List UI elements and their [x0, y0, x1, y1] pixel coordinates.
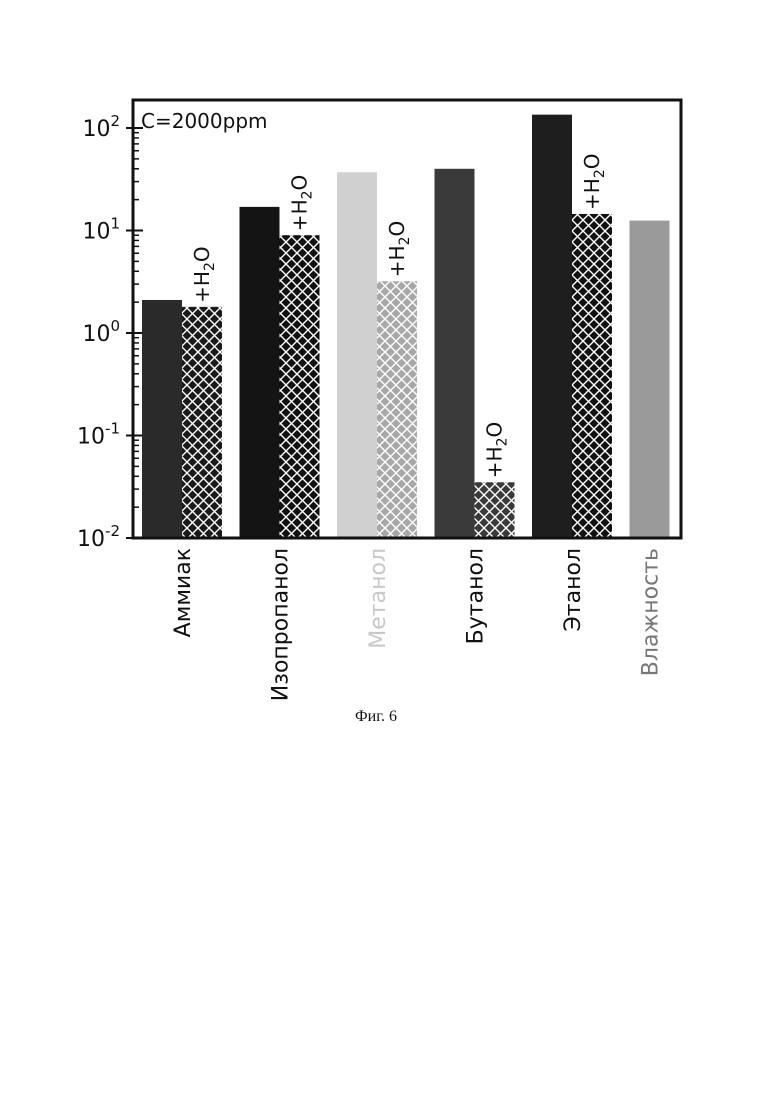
x-axis: Аммиак Изопропанол Метанол Бутанол Этанол Вла… — [171, 548, 664, 701]
bar-dry — [435, 169, 475, 538]
x-category-label: Влажность — [639, 548, 664, 676]
h2o-label: +H2O — [580, 153, 608, 209]
h2o-label: +H2O — [288, 175, 316, 231]
bar-dry — [630, 221, 670, 538]
h2o-label: +H2O — [385, 221, 413, 277]
figure-caption: Фиг. 6 — [0, 708, 752, 726]
bar-hatch — [377, 281, 417, 538]
bar-chart: 102 101 100 10-1 10-2 +H2O +H2O +H2O +H2O +H2O А… — [0, 0, 780, 720]
x-category-label: Бутанол — [464, 548, 489, 644]
y-tick-label: 102 — [82, 112, 120, 142]
x-category-label: Изопропанол — [269, 548, 294, 701]
concentration-annotation: C=2000ppm — [141, 109, 268, 133]
bar-hatch — [182, 307, 222, 538]
x-category-label: Этанол — [561, 548, 586, 632]
y-tick-label: 10-2 — [77, 522, 120, 552]
y-tick-label: 100 — [82, 317, 120, 347]
x-category-label: Метанол — [366, 548, 391, 649]
bar-dry — [337, 172, 377, 538]
bar-hatch — [572, 214, 612, 538]
bar-dry — [240, 207, 280, 538]
y-tick-label: 10-1 — [77, 420, 120, 450]
y-tick-label: 101 — [82, 215, 120, 245]
x-category-label: Аммиак — [171, 548, 196, 637]
bar-hatch — [475, 482, 515, 538]
bar-dry — [532, 115, 572, 538]
bars — [142, 115, 670, 538]
bar-dry — [142, 300, 182, 538]
h2o-label: +H2O — [190, 246, 218, 302]
h2o-label: +H2O — [483, 422, 511, 478]
bar-hatch — [280, 235, 320, 538]
